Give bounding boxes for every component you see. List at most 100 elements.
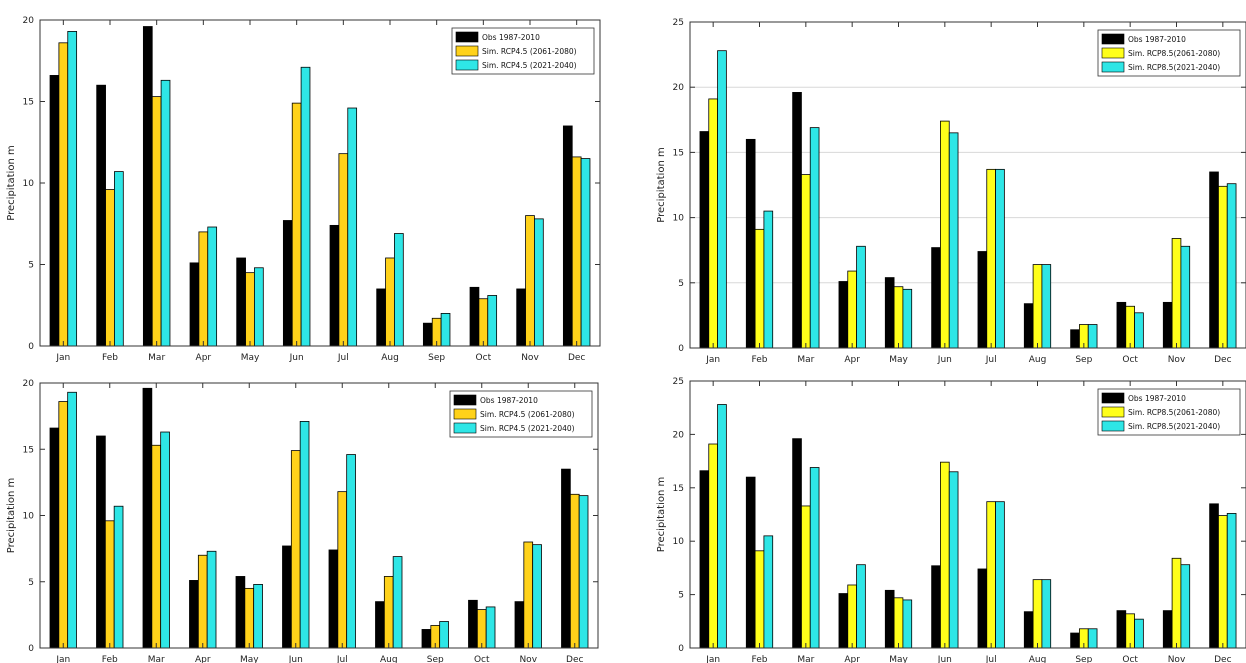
x-tick-label: Oct xyxy=(476,353,492,363)
bar-dec-series-1 xyxy=(562,125,573,347)
legend-label: Obs 1987-2010 xyxy=(480,396,538,405)
bar-aug-series-2 xyxy=(1032,579,1043,649)
bar-jul-series-1 xyxy=(328,549,339,649)
bar-sep-series-3 xyxy=(439,621,449,649)
x-tick-label: May xyxy=(889,355,908,365)
bar-mar-series-1 xyxy=(792,438,802,649)
bar-may-series-2 xyxy=(245,272,255,347)
bar-may-series-3 xyxy=(902,599,913,649)
bar-jun-series-2 xyxy=(940,120,950,349)
bar-jun-series-3 xyxy=(948,132,959,349)
legend-swatch xyxy=(1101,392,1125,404)
axes-frame xyxy=(39,382,599,649)
legend: Obs 1987-2010 Sim. RCP8.5(2061-2080) Sim. … xyxy=(1097,388,1241,436)
y-tick-label: 10 xyxy=(673,214,685,224)
bar-feb-series-1 xyxy=(96,84,106,347)
legend-label: Sim. RCP8.5(2061-2080) xyxy=(1128,408,1220,417)
x-tick-label: Dec xyxy=(566,655,583,663)
legend-label: Sim. RCP4.5 (2061-2080) xyxy=(480,410,575,419)
legend-swatch xyxy=(455,59,479,71)
legend-label: Obs 1987-2010 xyxy=(482,33,540,42)
bar-dec-series-2 xyxy=(571,156,582,347)
x-tick-label: Jul xyxy=(336,655,348,663)
bar-jul-series-2 xyxy=(986,501,996,649)
bar-jan-series-1 xyxy=(49,75,60,347)
bar-nov-series-2 xyxy=(525,215,535,347)
bar-dec-series-3 xyxy=(1226,183,1237,349)
y-axis-label: Precipitation m xyxy=(6,478,17,553)
bar-jul-series-3 xyxy=(995,501,1005,649)
legend-swatch xyxy=(455,45,479,57)
bar-mar-series-2 xyxy=(801,174,811,349)
bar-dec-series-2 xyxy=(1218,515,1228,649)
bar-apr-series-3 xyxy=(206,550,217,649)
bar-may-series-1 xyxy=(236,257,246,347)
y-tick-label: 0 xyxy=(28,342,34,352)
bar-dec-series-3 xyxy=(580,158,591,347)
bar-jun-series-3 xyxy=(299,421,310,649)
bar-sep-series-1 xyxy=(422,322,433,347)
bar-aug-series-2 xyxy=(1032,264,1043,349)
y-tick-label: 20 xyxy=(673,83,685,93)
x-tick-label: Mar xyxy=(148,655,165,663)
chart-panel-2: 0 5 10 15 20 25 Jan Feb Mar Apr May Jun Jul Aug Sep Oct… xyxy=(656,18,1246,365)
bar-apr-series-1 xyxy=(838,281,849,349)
bar-may-series-2 xyxy=(244,587,255,649)
x-tick-label: Jan xyxy=(705,655,720,663)
bar-sep-series-1 xyxy=(1070,329,1080,349)
bar-oct-series-1 xyxy=(1116,301,1127,349)
bar-oct-series-2 xyxy=(478,298,489,347)
bar-jan-series-2 xyxy=(58,401,69,649)
bar-dec-series-1 xyxy=(1209,503,1219,649)
bar-nov-series-3 xyxy=(1180,564,1191,649)
bar-nov-series-1 xyxy=(516,288,526,347)
legend-swatch xyxy=(1101,406,1125,418)
bar-sep-series-3 xyxy=(1087,628,1098,649)
legend-swatch xyxy=(455,31,479,43)
bar-jun-series-2 xyxy=(290,450,301,649)
bar-mar-series-3 xyxy=(160,79,171,347)
x-tick-label: May xyxy=(240,655,259,663)
legend-label: Sim. RCP8.5(2021-2040) xyxy=(1128,63,1220,72)
legend-label: Sim. RCP8.5(2061-2080) xyxy=(1128,49,1220,58)
x-tick-label: Dec xyxy=(1214,355,1231,365)
x-tick-label: Oct xyxy=(474,655,490,663)
bar-jul-series-1 xyxy=(977,251,988,349)
bar-jun-series-3 xyxy=(948,471,959,649)
bar-aug-series-2 xyxy=(385,257,395,347)
legend-swatch xyxy=(1101,420,1125,432)
x-tick-label: Nov xyxy=(521,353,539,363)
bar-jun-series-2 xyxy=(940,461,950,649)
x-tick-label: Jul xyxy=(985,355,997,365)
axes-frame xyxy=(39,19,601,347)
legend-label: Sim. RCP4.5 (2061-2080) xyxy=(482,47,577,56)
bar-dec-series-1 xyxy=(1209,171,1219,349)
bar-jan-series-1 xyxy=(699,470,710,649)
bar-may-series-2 xyxy=(893,597,904,649)
legend-swatch xyxy=(1101,47,1125,59)
legend: Obs 1987-2010 Sim. RCP4.5 (2061-2080) Sim.… xyxy=(449,390,593,438)
x-tick-label: Dec xyxy=(568,353,585,363)
bar-oct-series-3 xyxy=(1134,312,1144,349)
x-tick-label: Feb xyxy=(102,353,118,363)
bar-jul-series-3 xyxy=(346,454,356,649)
x-tick-label: Nov xyxy=(1168,655,1186,663)
x-tick-label: Aug xyxy=(1029,355,1047,365)
bar-may-series-1 xyxy=(884,589,895,649)
bar-may-series-2 xyxy=(893,286,904,349)
bar-jun-series-3 xyxy=(300,66,311,347)
bar-mar-series-1 xyxy=(142,26,153,347)
bar-jun-series-2 xyxy=(291,102,302,347)
bar-apr-series-2 xyxy=(198,231,209,347)
x-tick-label: Sep xyxy=(427,655,444,663)
bar-feb-series-1 xyxy=(745,138,756,349)
x-tick-label: Feb xyxy=(752,355,768,365)
legend: Obs 1987-2010 Sim. RCP8.5(2061-2080) Sim. … xyxy=(1097,29,1241,77)
y-tick-label: 10 xyxy=(673,537,685,547)
bar-dec-series-3 xyxy=(1226,513,1237,649)
bar-oct-series-3 xyxy=(487,295,498,347)
x-tick-label: Jun xyxy=(289,353,304,363)
y-tick-label: 5 xyxy=(678,279,684,289)
x-tick-label: Jan xyxy=(55,655,70,663)
